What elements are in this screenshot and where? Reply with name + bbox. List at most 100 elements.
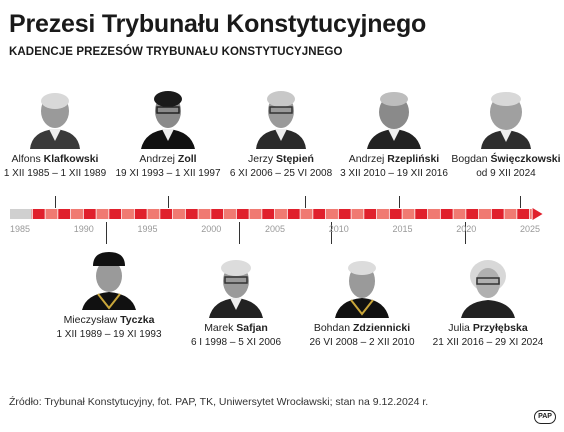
timeline-year-segment — [326, 209, 338, 219]
president-last-name: Tyczka — [120, 314, 155, 326]
timeline-year-segment — [530, 209, 532, 219]
timeline-tick-label: 2000 — [201, 224, 222, 234]
timeline-year-segment — [185, 209, 198, 219]
page-subtitle: KADENCJE PREZESÓW TRYBUNAŁU KONSTYTUCYJN… — [9, 46, 343, 58]
timeline-year-segment — [402, 209, 415, 219]
timeline-lead-in — [10, 209, 32, 219]
timeline-year-segment — [122, 209, 134, 219]
president-first-name: Andrzej — [139, 153, 175, 165]
president-last-name: Zoll — [177, 153, 197, 165]
timeline-year-segment — [32, 209, 45, 219]
timeline-connector — [465, 222, 466, 244]
president-last-name: Stępień — [276, 153, 314, 165]
president-card: Andrzej Rzepliński 3 XII 2010 – 19 XII 2… — [329, 87, 459, 179]
timeline-year-segment — [338, 209, 351, 219]
timeline-connector — [239, 222, 240, 244]
president-term: 6 XI 2006 – 25 VI 2008 — [229, 168, 333, 179]
president-term: 3 XII 2010 – 19 XII 2016 — [340, 168, 448, 179]
timeline-year-segment — [466, 209, 479, 219]
timeline-year-segment — [211, 209, 224, 219]
president-first-name: Jerzy — [248, 153, 274, 165]
president-term: 21 XII 2016 – 29 XI 2024 — [432, 337, 544, 348]
president-card: Bogdan Święczkowski od 9 XII 2024 — [441, 87, 564, 179]
timeline-year-segment — [58, 209, 71, 219]
timeline-year-segment — [428, 209, 440, 219]
president-term: 1 XII 1985 – 1 XII 1989 — [3, 168, 107, 179]
president-last-name: Przyłębska — [472, 322, 528, 334]
timeline-year-segment — [287, 209, 300, 219]
president-first-name: Julia — [448, 322, 470, 334]
timeline-year-segment — [71, 209, 83, 219]
timeline-year-segment — [134, 209, 147, 219]
timeline-year-segment — [96, 209, 109, 219]
president-term: 19 XI 1993 – 1 XII 1997 — [115, 168, 221, 179]
president-card: Julia Przyłębska 21 XII 2016 – 29 XI 202… — [423, 256, 553, 348]
timeline-year-segment — [83, 209, 96, 219]
president-last-name: Safjan — [236, 322, 268, 334]
president-first-name: Mieczysław — [63, 314, 118, 326]
timeline-year-segment — [236, 209, 249, 219]
timeline-year-segment — [275, 209, 287, 219]
timeline-tick-label: 2025 — [519, 224, 541, 234]
timeline-year-segment — [491, 209, 504, 219]
timeline-connector — [520, 196, 521, 208]
timeline-tick-label: 1985 — [9, 224, 31, 234]
portrait-photo — [250, 87, 312, 149]
portrait-photo — [137, 87, 199, 149]
timeline-connector — [399, 196, 400, 208]
president-card: Jerzy Stępień 6 XI 2006 – 25 VI 2008 — [216, 87, 346, 179]
timeline-year-segment — [300, 209, 313, 219]
timeline-connector — [331, 222, 332, 244]
timeline-year-segment — [109, 209, 122, 219]
timeline-year-segment — [198, 209, 211, 219]
timeline-tick-label: 2020 — [456, 224, 477, 234]
portrait-photo — [205, 256, 267, 318]
timeline-tick-label: 1995 — [137, 224, 158, 234]
portrait-photo — [457, 256, 519, 318]
president-first-name: Bogdan — [451, 153, 488, 165]
president-last-name: Klafkowski — [43, 153, 99, 165]
timeline-tick-label: 2005 — [264, 224, 286, 234]
president-term: 26 VI 2008 – 2 XII 2010 — [309, 337, 415, 348]
timeline: 1985 1990 1995 2000 2005 2010 2015 2020 2025 — [0, 200, 564, 240]
timeline-year-segment — [364, 209, 377, 219]
timeline-tick-label: 2010 — [328, 224, 349, 234]
source-note: Źródło: Trybunał Konstytucyjny, fot. PAP… — [9, 396, 429, 408]
timeline-year-segment — [517, 209, 530, 219]
president-last-name: Zdziennicki — [352, 322, 411, 334]
president-last-name: Święczkowski — [490, 153, 561, 165]
president-term: 1 XII 1989 – 19 XI 1993 — [56, 329, 162, 340]
president-first-name: Andrzej — [348, 153, 385, 165]
timeline-connector — [55, 196, 56, 208]
timeline-year-segment — [351, 209, 364, 219]
portrait-photo — [363, 87, 425, 149]
president-card: Marek Safjan 6 I 1998 – 5 XI 2006 — [171, 256, 301, 348]
timeline-connector — [168, 196, 169, 208]
timeline-year-segment — [389, 209, 402, 219]
president-card: Bohdan Zdziennicki 26 VI 2008 – 2 XII 20… — [297, 256, 427, 348]
timeline-year-segment — [224, 209, 236, 219]
timeline-connector — [305, 196, 306, 208]
timeline-year-segment — [262, 209, 275, 219]
timeline-bar — [10, 208, 543, 220]
president-card: Alfons Klafkowski 1 XII 1985 – 1 XII 198… — [0, 87, 120, 179]
portrait-photo — [331, 256, 393, 318]
timeline-year-segment — [377, 209, 389, 219]
portrait-photo — [24, 87, 86, 149]
timeline-year-segment — [173, 209, 185, 219]
timeline-year-segment — [313, 209, 326, 219]
president-last-name: Rzepliński — [387, 153, 440, 165]
timeline-year-segment — [479, 209, 491, 219]
president-term: od 9 XII 2024 — [476, 168, 536, 179]
timeline-connector — [106, 222, 107, 244]
president-term: 6 I 1998 – 5 XI 2006 — [190, 337, 282, 348]
timeline-year-segment — [249, 209, 262, 219]
page-title: Prezesi Trybunału Konstytucyjnego — [9, 10, 427, 38]
timeline-year-segment — [160, 209, 173, 219]
president-card: Mieczysław Tyczka 1 XII 1989 – 19 XI 199… — [44, 248, 174, 340]
pap-logo: PAP — [534, 410, 556, 424]
president-card: Andrzej Zoll 19 XI 1993 – 1 XII 1997 — [103, 87, 233, 179]
portrait-photo — [475, 87, 537, 149]
president-first-name: Bohdan — [313, 322, 351, 334]
timeline-arrow-head — [532, 208, 543, 220]
